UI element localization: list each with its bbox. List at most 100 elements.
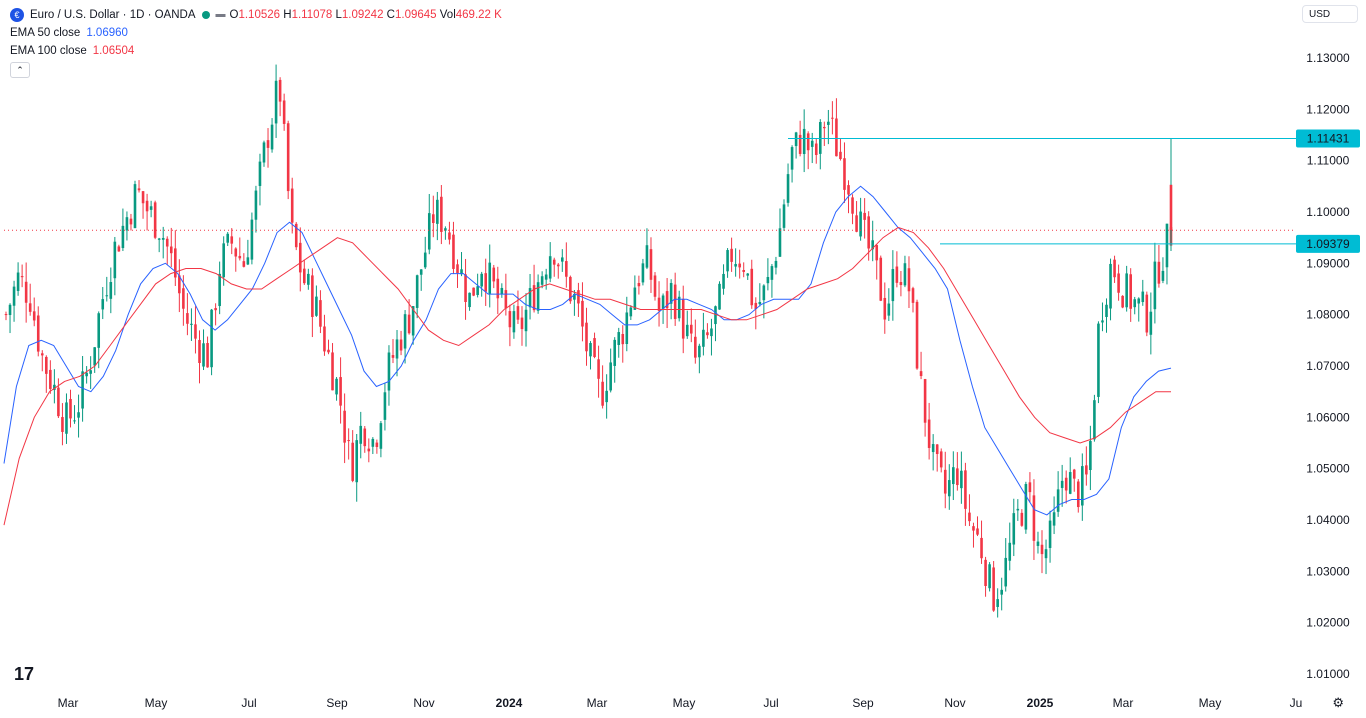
candle-body [1000, 589, 1003, 595]
candle-body [182, 288, 185, 309]
candle-body [190, 323, 193, 325]
candle-body [81, 371, 84, 409]
candle-body [432, 214, 435, 223]
gear-icon[interactable]: ⚙ [1332, 695, 1344, 710]
candle-body [718, 283, 721, 310]
candle-body [440, 196, 443, 232]
price-tick-label: 1.03000 [1306, 564, 1350, 578]
candle-body [45, 356, 48, 374]
candle-body [879, 257, 883, 301]
ema100-row[interactable]: EMA 100 close 1.06504 [10, 42, 502, 60]
candle-body [641, 263, 645, 283]
ema-layer [3, 185, 1172, 526]
candle-body [855, 215, 858, 232]
candle-body [742, 269, 745, 272]
candle-body [814, 143, 818, 155]
candle-body [97, 313, 101, 348]
candle-body [93, 347, 96, 366]
candle-body [137, 188, 141, 191]
horizontal-levels[interactable]: 1.11431 1.09379 [4, 129, 1360, 253]
candle-body [702, 329, 705, 347]
candle-body [109, 282, 113, 299]
candle-body [956, 468, 959, 486]
candle-body [637, 282, 641, 287]
candle-body [492, 267, 496, 282]
candle-body [601, 381, 604, 406]
candle-body [532, 285, 536, 311]
candle-body [617, 332, 621, 345]
candle-body [556, 264, 560, 267]
candle-body [633, 287, 637, 310]
collapse-legend-button[interactable]: ⌃ [10, 62, 30, 78]
candle-body [234, 248, 238, 257]
candle-body [472, 287, 475, 296]
candle-body [653, 275, 657, 297]
candle-body [827, 121, 830, 125]
currency-select[interactable]: USD [1302, 5, 1358, 23]
market-status-icon[interactable] [201, 11, 210, 19]
price-axis[interactable]: 1.13000 1.12000 1.11000 1.10000 1.09000 1.080… [1306, 51, 1350, 681]
candle-body [274, 80, 278, 124]
chevron-up-icon: ⌃ [16, 65, 24, 75]
candle-body [460, 269, 463, 275]
candle-body [923, 379, 927, 423]
candle-body [73, 420, 76, 422]
candle-body [891, 269, 895, 302]
candle-body [544, 274, 548, 280]
candle-body [504, 290, 508, 309]
ema100-value: 1.06504 [92, 45, 135, 57]
candle-body [307, 273, 310, 285]
candle-body [28, 303, 32, 312]
candle-body [258, 161, 262, 186]
candle-body [157, 238, 161, 240]
time-tick-label: Sep [326, 696, 348, 710]
candle-body [823, 126, 826, 129]
candle-body [1105, 304, 1108, 317]
candle-body [351, 442, 354, 481]
candle-body [560, 257, 564, 262]
candle-body [379, 423, 383, 449]
candle-body [1129, 274, 1132, 309]
candle-body [818, 122, 822, 154]
candle-body [153, 202, 157, 238]
candle-body [1012, 513, 1016, 545]
candle-body [1008, 542, 1012, 561]
candle-body [1117, 273, 1120, 293]
tradingview-logo-icon[interactable]: 17 [14, 664, 35, 684]
candle-body [202, 343, 205, 367]
time-tick-label: Nov [413, 696, 434, 710]
price-tick-label: 1.08000 [1306, 308, 1350, 322]
candle-body [145, 200, 149, 212]
candle-body [645, 245, 649, 268]
candle-body [226, 233, 230, 243]
ema50-line [3, 185, 1172, 516]
candle-body [722, 273, 725, 289]
time-axis[interactable]: Mar May Jul Sep Nov 2024 Mar May Jul Sep Nov 2025 Ma… [58, 696, 1303, 710]
symbol-row[interactable]: € Euro / U.S. Dollar · 1D · OANDA ▬ O1.1… [10, 6, 502, 24]
candle-body [774, 260, 778, 268]
candle-body [165, 238, 169, 247]
candle-body [734, 264, 737, 267]
candle-body [794, 132, 798, 147]
candle-body [117, 246, 121, 252]
price-tick-label: 1.04000 [1306, 513, 1350, 527]
candle-body [40, 353, 44, 356]
symbol-title[interactable]: Euro / U.S. Dollar · 1D · OANDA [30, 9, 196, 21]
candle-body [141, 191, 145, 204]
candle-body [218, 273, 221, 307]
candle-body [319, 300, 322, 327]
candle-body [1133, 299, 1137, 308]
candle-body [1020, 512, 1024, 526]
ema50-row[interactable]: EMA 50 close 1.06960 [10, 24, 502, 42]
candle-body [593, 338, 596, 358]
candle-body [875, 245, 879, 261]
low-value: 1.09242 [341, 9, 384, 21]
candle-body [839, 151, 842, 160]
candle-body [806, 133, 810, 151]
candle-body [468, 292, 471, 308]
candle-body [335, 378, 338, 395]
candle-body [887, 303, 891, 316]
candle-body [802, 128, 806, 155]
candle-body [911, 288, 915, 303]
